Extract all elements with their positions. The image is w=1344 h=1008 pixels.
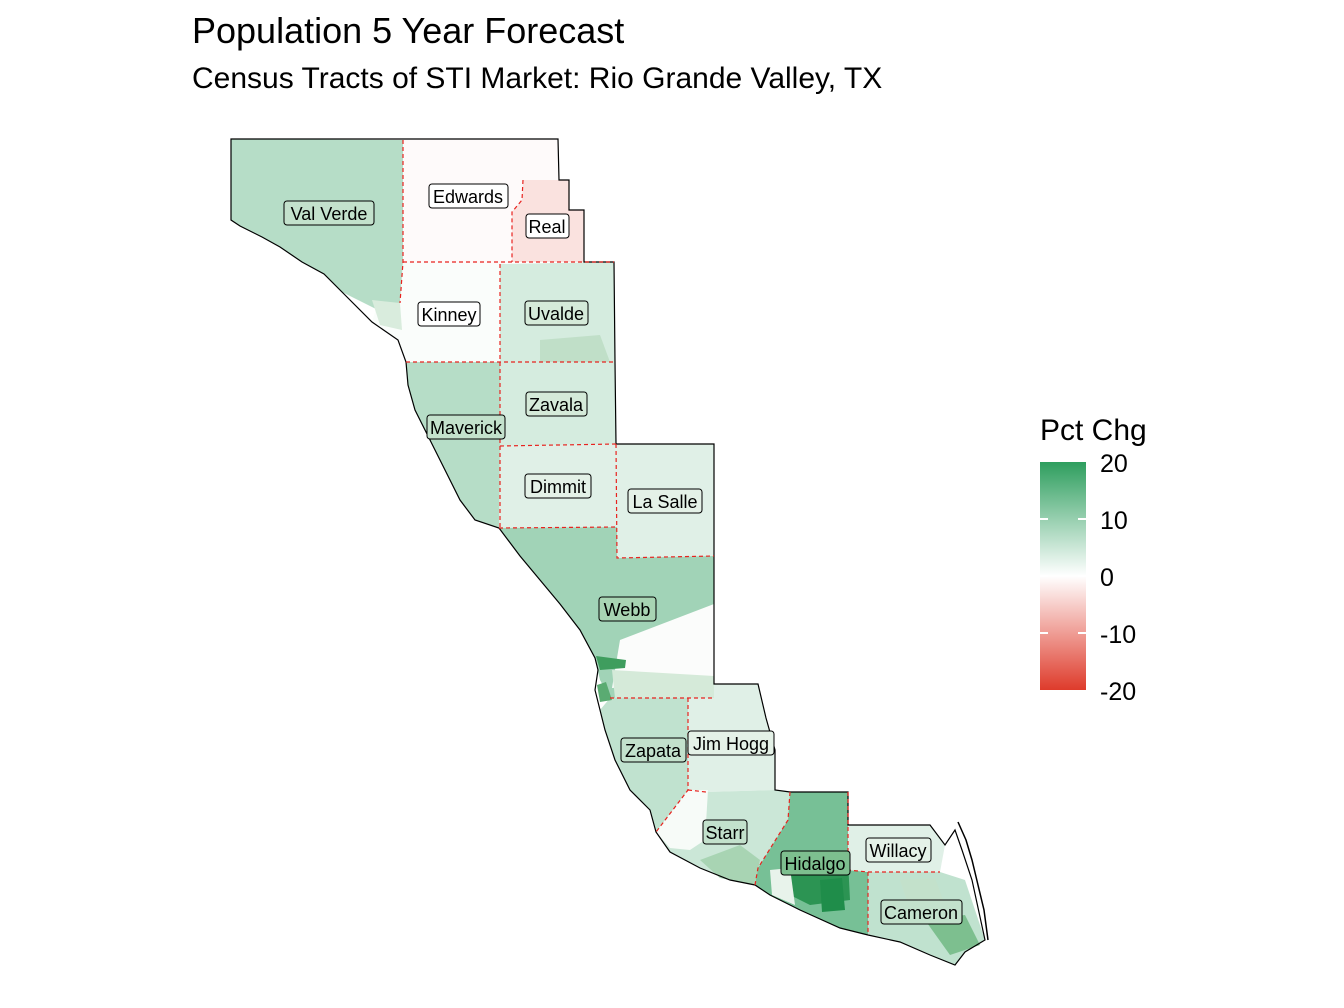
label-jim-hogg-text: Jim Hogg	[693, 734, 769, 754]
label-edwards: Edwards	[428, 183, 509, 209]
label-la-salle: La Salle	[627, 488, 703, 514]
label-zavala: Zavala	[525, 391, 588, 417]
label-dimmit: Dimmit	[524, 473, 592, 499]
label-real-text: Real	[528, 217, 565, 237]
label-maverick-text: Maverick	[430, 418, 503, 438]
label-willacy: Willacy	[865, 837, 932, 863]
label-kinney-text: Kinney	[421, 305, 476, 325]
legend-tick-mark-left-neg10	[1040, 632, 1048, 634]
tract-area-zapata-south	[656, 790, 708, 850]
label-cameron: Cameron	[880, 899, 963, 925]
legend-tick-neg20: -20	[1100, 678, 1137, 706]
legend-tick-mark-right-neg10	[1078, 632, 1086, 634]
legend-tick-mark-right-10	[1078, 518, 1086, 520]
label-val-verde-text: Val Verde	[291, 204, 368, 224]
label-val-verde: Val Verde	[283, 200, 375, 226]
tract-area-webb-south	[612, 670, 714, 698]
legend-tick-mark-left-10	[1040, 518, 1048, 520]
legend-tick-10: 10	[1100, 507, 1128, 535]
legend-tick-neg10: -10	[1100, 621, 1137, 649]
legend-title: Pct Chg	[1040, 414, 1147, 447]
coastline-barrier-island	[957, 821, 989, 941]
label-hidalgo: Hidalgo	[780, 850, 851, 876]
label-willacy-text: Willacy	[870, 841, 927, 861]
county-zapata[interactable]	[600, 698, 688, 832]
county-boundaries	[399, 140, 940, 935]
tract-area-hidalgo-mcallen	[820, 878, 845, 912]
label-edwards-text: Edwards	[433, 187, 503, 207]
tract-area-brownsville	[925, 915, 980, 955]
tract-shading	[372, 300, 980, 955]
tract-area-laredo-south	[597, 682, 612, 702]
label-hidalgo-text: Hidalgo	[784, 854, 845, 874]
label-uvalde-text: Uvalde	[528, 304, 584, 324]
county-maverick[interactable]	[406, 362, 500, 528]
county-labels: Val Verde Edwards Real Kinney Uvalde Mav…	[283, 183, 963, 925]
label-webb-text: Webb	[604, 600, 651, 620]
legend-tick-0: 0	[1100, 564, 1114, 592]
label-la-salle-text: La Salle	[632, 492, 697, 512]
tract-area-starr-south	[700, 845, 760, 885]
label-real: Real	[525, 213, 570, 239]
map-subtitle: Census Tracts of STI Market: Rio Grande …	[192, 62, 883, 95]
label-kinney: Kinney	[417, 301, 481, 327]
tract-area-webb-east	[612, 604, 714, 688]
label-starr-text: Starr	[705, 823, 744, 843]
legend-tick-mark-right-0	[1078, 575, 1086, 577]
label-jim-hogg: Jim Hogg	[687, 730, 775, 756]
tract-area-uvalde-city	[540, 335, 610, 362]
legend-tick-20: 20	[1100, 450, 1128, 478]
region-outline	[230, 138, 986, 966]
label-zapata-text: Zapata	[625, 741, 682, 761]
tract-area-del-rio	[372, 300, 402, 330]
label-uvalde: Uvalde	[524, 300, 589, 326]
tract-area-laredo	[596, 656, 626, 670]
map-title: Population 5 Year Forecast	[192, 10, 625, 51]
label-webb: Webb	[598, 596, 657, 622]
label-cameron-text: Cameron	[884, 903, 958, 923]
tract-area-hidalgo-west	[770, 868, 795, 905]
label-maverick: Maverick	[426, 414, 506, 440]
legend-tick-mark-left-0	[1040, 575, 1048, 577]
label-dimmit-text: Dimmit	[530, 477, 586, 497]
label-zavala-text: Zavala	[529, 395, 584, 415]
label-zapata: Zapata	[620, 737, 687, 763]
label-starr: Starr	[702, 819, 748, 845]
